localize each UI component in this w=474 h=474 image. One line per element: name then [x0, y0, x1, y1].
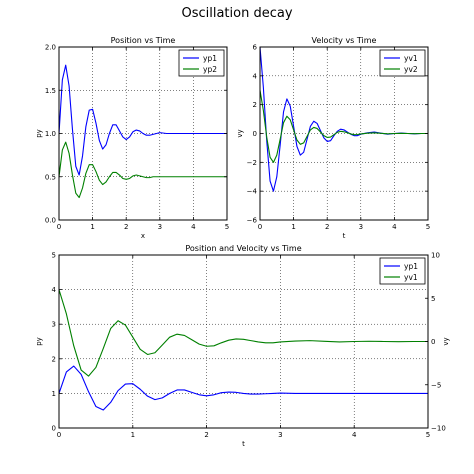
x-tick-label: 4 [191, 223, 196, 231]
x-tick-label: 3 [359, 223, 363, 231]
x-tick-label: 4 [392, 223, 397, 231]
y-tick-label: 2 [52, 355, 56, 363]
x-axis-label: t [343, 232, 346, 240]
y-tick-label: 0.5 [45, 173, 56, 181]
y-tick-label: 2.0 [45, 44, 56, 52]
x-tick-label: 3 [158, 223, 162, 231]
y-tick-label: 0.0 [45, 217, 56, 225]
x-axis-label: t [242, 440, 245, 448]
y-tick-label: 0 [52, 425, 56, 433]
legend-label-yv1: yv1 [404, 54, 418, 63]
x-tick-label: 2 [325, 223, 329, 231]
x-tick-label: 2 [124, 223, 128, 231]
y-tick-label: 5 [52, 252, 56, 260]
figure-title: Oscillation decay [181, 6, 293, 21]
chart-title: Position and Velocity vs Time [185, 244, 301, 253]
x-tick-label: 0 [57, 431, 61, 439]
x-tick-label: 5 [225, 223, 229, 231]
legend-box [379, 257, 426, 285]
y-right-tick-label: 5 [431, 295, 435, 303]
legend-label-yp2: yp2 [203, 65, 217, 74]
y-right-tick-label: −10 [431, 425, 446, 433]
y-tick-label: 4 [253, 72, 258, 80]
legend-label-yv1: yv1 [404, 273, 418, 282]
x-tick-label: 1 [131, 431, 135, 439]
series-line-yp2 [58, 141, 227, 199]
x-tick-label: 0 [258, 223, 262, 231]
x-tick-label: 0 [57, 223, 61, 231]
chart-title: Velocity vs Time [312, 36, 377, 45]
y-tick-label: −2 [247, 159, 257, 167]
y-tick-label: 2 [253, 101, 257, 109]
series-line-yv2 [259, 90, 428, 163]
x-tick-label: 1 [291, 223, 295, 231]
legend-label-yv2: yv2 [404, 65, 418, 74]
y-axis-label: vy [236, 129, 244, 137]
y-axis-label: py [35, 337, 43, 346]
y-tick-label: 0 [253, 130, 257, 138]
legend-label-yp1: yp1 [404, 262, 418, 271]
y-tick-label: 1.5 [45, 87, 56, 95]
y-tick-label: 4 [52, 286, 57, 294]
y-right-tick-label: 10 [431, 252, 440, 260]
x-tick-label: 3 [278, 431, 282, 439]
y-right-tick-label: 0 [431, 338, 435, 346]
x-tick-label: 1 [90, 223, 94, 231]
y-tick-label: 6 [253, 44, 258, 52]
x-tick-label: 5 [426, 431, 430, 439]
x-tick-label: 2 [204, 431, 208, 439]
x-tick-label: 5 [426, 223, 430, 231]
y-tick-label: 3 [52, 321, 56, 329]
y-axis-label: py [35, 129, 43, 138]
y-tick-label: −4 [247, 188, 258, 196]
y-tick-label: 1 [52, 390, 56, 398]
y-tick-label: 1.0 [45, 130, 56, 138]
y-right-tick-label: −5 [431, 381, 441, 389]
series-line-yp1 [58, 64, 227, 176]
x-axis-label: x [141, 232, 145, 240]
legend-box [178, 49, 225, 77]
series-line-yp1 [58, 365, 428, 411]
x-tick-label: 4 [352, 431, 357, 439]
chart-title: Position vs Time [111, 36, 176, 45]
series-line-yv1 [58, 289, 428, 377]
y-right-axis-label: vy [442, 337, 450, 345]
y-tick-label: −6 [247, 217, 258, 225]
legend-label-yp1: yp1 [203, 54, 217, 63]
legend-box [379, 49, 426, 77]
